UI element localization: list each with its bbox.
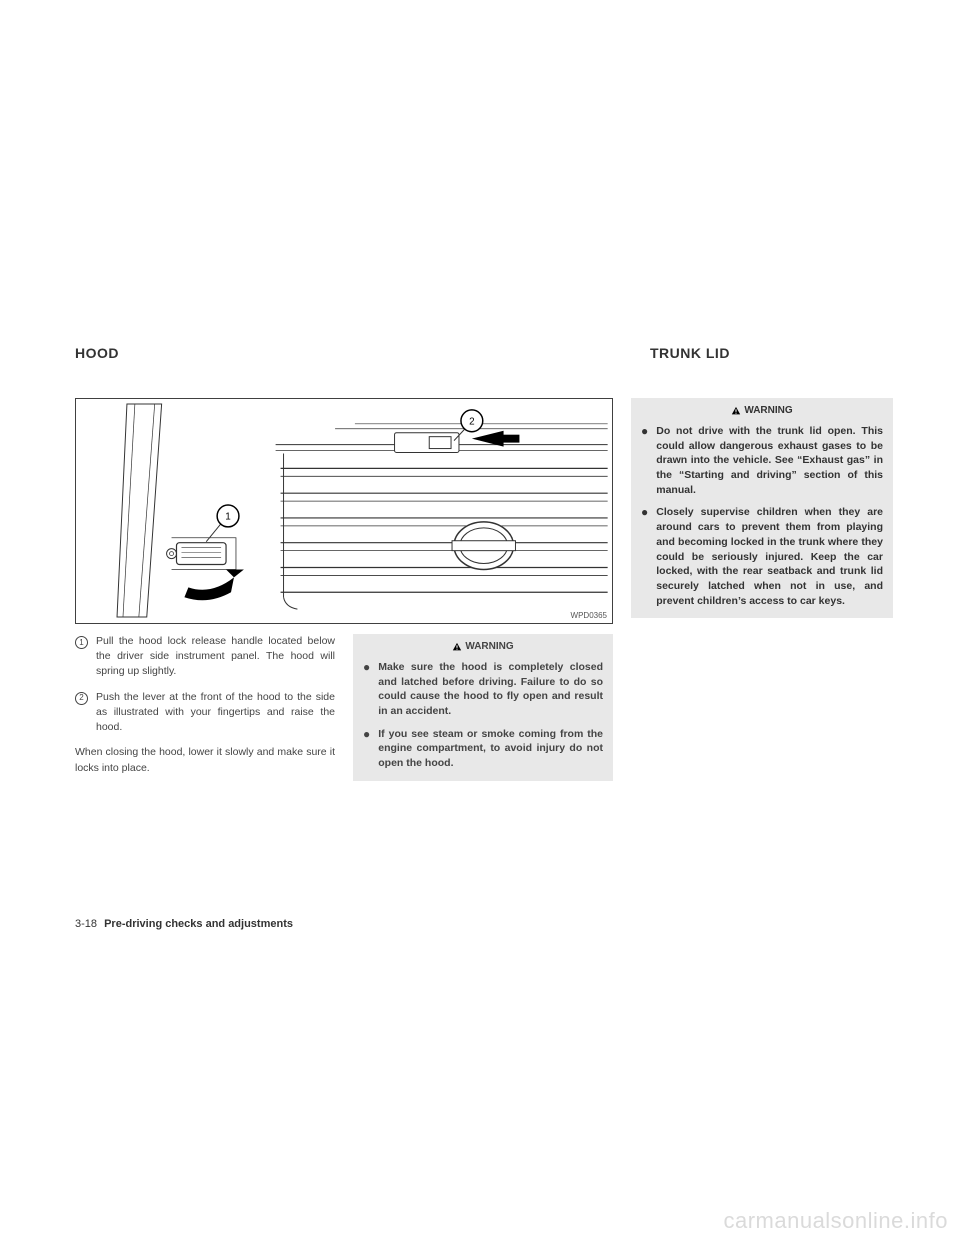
step-1-text: Pull the hood lock release handle locate… — [96, 634, 335, 680]
content-row: 1 — [75, 398, 900, 786]
warning-hood-b1-text: Make sure the hood is completely closed … — [378, 660, 603, 719]
step-2-number: 2 — [75, 692, 88, 705]
warning-trunk-b1-text: Do not drive with the trunk lid open. Th… — [656, 424, 883, 497]
warning-hood-b2: ● If you see steam or smoke coming from … — [363, 727, 603, 771]
warning-hood-b1: ● Make sure the hood is completely close… — [363, 660, 603, 719]
hood-diagram-svg: 1 — [76, 399, 612, 623]
warning-box-trunk: WARNING ● Do not drive with the trunk li… — [631, 398, 893, 618]
warning-header-hood: WARNING — [363, 640, 603, 654]
right-column: WARNING ● Do not drive with the trunk li… — [631, 398, 893, 786]
text-col-1: 1 Pull the hood lock release handle loca… — [75, 634, 335, 786]
page-number: 3-18 — [75, 918, 97, 930]
heading-hood: HOOD — [75, 345, 119, 361]
text-col-2: WARNING ● Make sure the hood is complete… — [353, 634, 613, 786]
warning-trunk-b2: ● Closely supervise children when they a… — [641, 505, 883, 608]
section-title: Pre-driving checks and adjustments — [104, 918, 293, 930]
bullet-icon: ● — [641, 505, 648, 608]
warning-trunk-b2-text: Closely supervise children when they are… — [656, 505, 883, 608]
step-1: 1 Pull the hood lock release handle loca… — [75, 634, 335, 680]
warning-header-trunk: WARNING — [641, 404, 883, 418]
step-2: 2 Push the lever at the front of the hoo… — [75, 690, 335, 736]
figure-code: WPD0365 — [571, 611, 607, 620]
bullet-icon: ● — [363, 727, 370, 771]
warning-label-trunk: WARNING — [744, 404, 792, 418]
figure-hood-release: 1 — [75, 398, 613, 624]
warning-box-hood: WARNING ● Make sure the hood is complete… — [353, 634, 613, 781]
step-1-number: 1 — [75, 636, 88, 649]
warning-trunk-b1: ● Do not drive with the trunk lid open. … — [641, 424, 883, 497]
bullet-icon: ● — [363, 660, 370, 719]
bullet-icon: ● — [641, 424, 648, 497]
step-2-text: Push the lever at the front of the hood … — [96, 690, 335, 736]
warning-icon — [731, 406, 741, 416]
text-columns: 1 Pull the hood lock release handle loca… — [75, 634, 613, 786]
warning-hood-b2-text: If you see steam or smoke coming from th… — [378, 727, 603, 771]
heading-trunk: TRUNK LID — [650, 345, 730, 361]
page-footer: 3-18 Pre-driving checks and adjustments — [75, 918, 293, 930]
callout-2-label: 2 — [469, 416, 475, 427]
watermark: carmanualsonline.info — [723, 1208, 948, 1234]
warning-icon — [452, 642, 462, 652]
warning-label-hood: WARNING — [465, 640, 513, 654]
callout-1-label: 1 — [225, 511, 231, 522]
left-column: 1 — [75, 398, 613, 786]
closing-para: When closing the hood, lower it slowly a… — [75, 745, 335, 775]
